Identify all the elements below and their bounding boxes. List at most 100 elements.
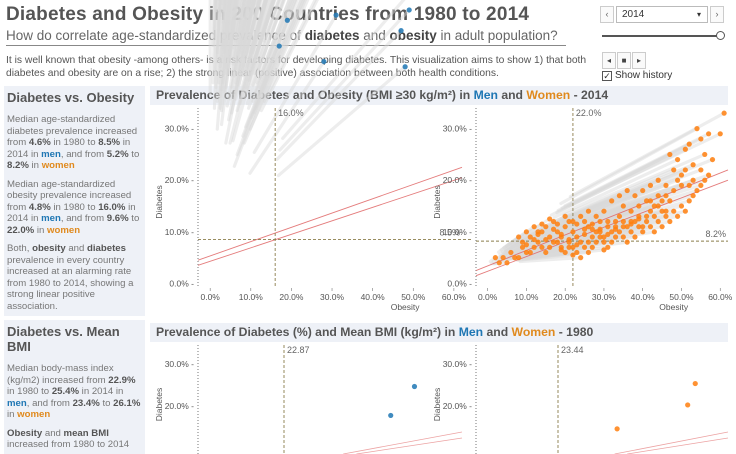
history-trail [543, 183, 653, 231]
step-forward-button[interactable]: ▸ [632, 52, 646, 69]
history-trail [228, 0, 250, 101]
history-trail [218, 0, 227, 69]
data-point [589, 234, 595, 240]
data-point [547, 244, 553, 250]
data-point [566, 218, 572, 225]
data-point [601, 234, 607, 240]
history-trail [281, 0, 406, 141]
history-trail [500, 235, 532, 254]
chevron-right-icon: › [715, 9, 719, 19]
text: , and from [26, 397, 73, 409]
data-point [640, 229, 646, 235]
history-trail [537, 235, 637, 254]
stat-value: 9.6% [106, 213, 129, 224]
data-point [519, 239, 526, 245]
history-trail [231, 0, 246, 66]
history-trail [563, 173, 711, 226]
stat-value: 4.6% [28, 137, 51, 148]
history-trail [275, 29, 403, 161]
history-trail [241, 0, 264, 76]
next-year-button[interactable]: › [710, 6, 724, 23]
history-trail [534, 188, 629, 233]
history-trail [231, 0, 245, 59]
y-axis-label: Diabetes [432, 388, 442, 422]
history-trail [224, 0, 256, 145]
data-point [601, 247, 607, 253]
data-point [508, 249, 514, 256]
history-trail [215, 0, 223, 64]
data-point [593, 213, 599, 219]
data-point [640, 187, 646, 194]
history-trail [211, 0, 216, 48]
data-point [535, 231, 541, 238]
history-trail [229, 0, 250, 89]
history-trail [215, 0, 222, 55]
data-point [663, 182, 669, 188]
history-trail [567, 132, 722, 208]
history-trail [254, 0, 306, 110]
women-label: Women [526, 88, 571, 102]
history-trail [258, 0, 294, 80]
median-x-label: 16.0% [278, 108, 304, 118]
data-point [659, 224, 665, 230]
text: Both, [7, 243, 33, 254]
data-point [570, 244, 576, 250]
sidebar-paragraph: Both, obesity and diabetes prevalence in… [4, 243, 145, 312]
show-history-checkbox[interactable]: ✓ Show history [602, 70, 672, 81]
y-axis-label: Diabetes [154, 185, 164, 219]
chevron-down-icon: ▾ [696, 10, 701, 19]
history-trail [227, 0, 239, 62]
data-point [550, 239, 557, 245]
year-select[interactable]: 2014 ▾ [616, 6, 708, 23]
step-back-button[interactable]: ◂ [602, 52, 616, 69]
history-trail [248, 0, 276, 78]
history-trail [252, 13, 338, 154]
y-tick-label: 10.0% - [443, 227, 472, 237]
data-point [562, 249, 568, 256]
history-trail [248, 0, 267, 55]
data-point [694, 187, 700, 194]
stop-button[interactable]: ■ [617, 52, 631, 69]
data-point [643, 213, 650, 219]
history-trail [252, 0, 282, 76]
history-trail [222, 0, 235, 76]
stat-value: 23.4% [72, 397, 100, 409]
text: in 1980 to [50, 201, 99, 213]
history-trail [239, 0, 263, 78]
stat-value: 8.2% [7, 160, 29, 171]
stat-value: 22.9% [108, 374, 136, 386]
data-point [663, 213, 669, 219]
data-point [686, 141, 692, 147]
data-point [651, 229, 657, 235]
trend-line [197, 177, 463, 266]
text: in 2014 in [79, 386, 124, 397]
history-trail [242, 0, 308, 145]
data-point [570, 229, 576, 235]
text: in [7, 409, 18, 420]
data-point [574, 242, 580, 248]
text: in 1980 to [50, 137, 99, 148]
history-trail [239, 0, 268, 92]
data-point [702, 177, 708, 183]
history-trail [496, 235, 521, 254]
median-y-label: 8.5% [439, 228, 460, 238]
data-point [659, 198, 665, 204]
history-trail [528, 245, 610, 259]
data-point [709, 156, 716, 163]
stat-value: 22.0% [7, 224, 35, 236]
data-point [321, 58, 327, 65]
data-point [643, 198, 650, 204]
year-slider-handle[interactable] [716, 31, 725, 40]
data-point [678, 172, 685, 178]
history-trail [559, 127, 699, 206]
data-point [616, 193, 623, 199]
history-trail [222, 0, 232, 55]
year-slider-track[interactable] [602, 35, 718, 37]
data-point [620, 234, 626, 240]
data-point [585, 208, 592, 214]
history-trail [530, 235, 618, 254]
data-point [550, 218, 557, 225]
data-point [543, 236, 549, 243]
stat-value: 4.8% [28, 201, 51, 213]
prev-year-button[interactable]: ‹ [600, 6, 614, 23]
